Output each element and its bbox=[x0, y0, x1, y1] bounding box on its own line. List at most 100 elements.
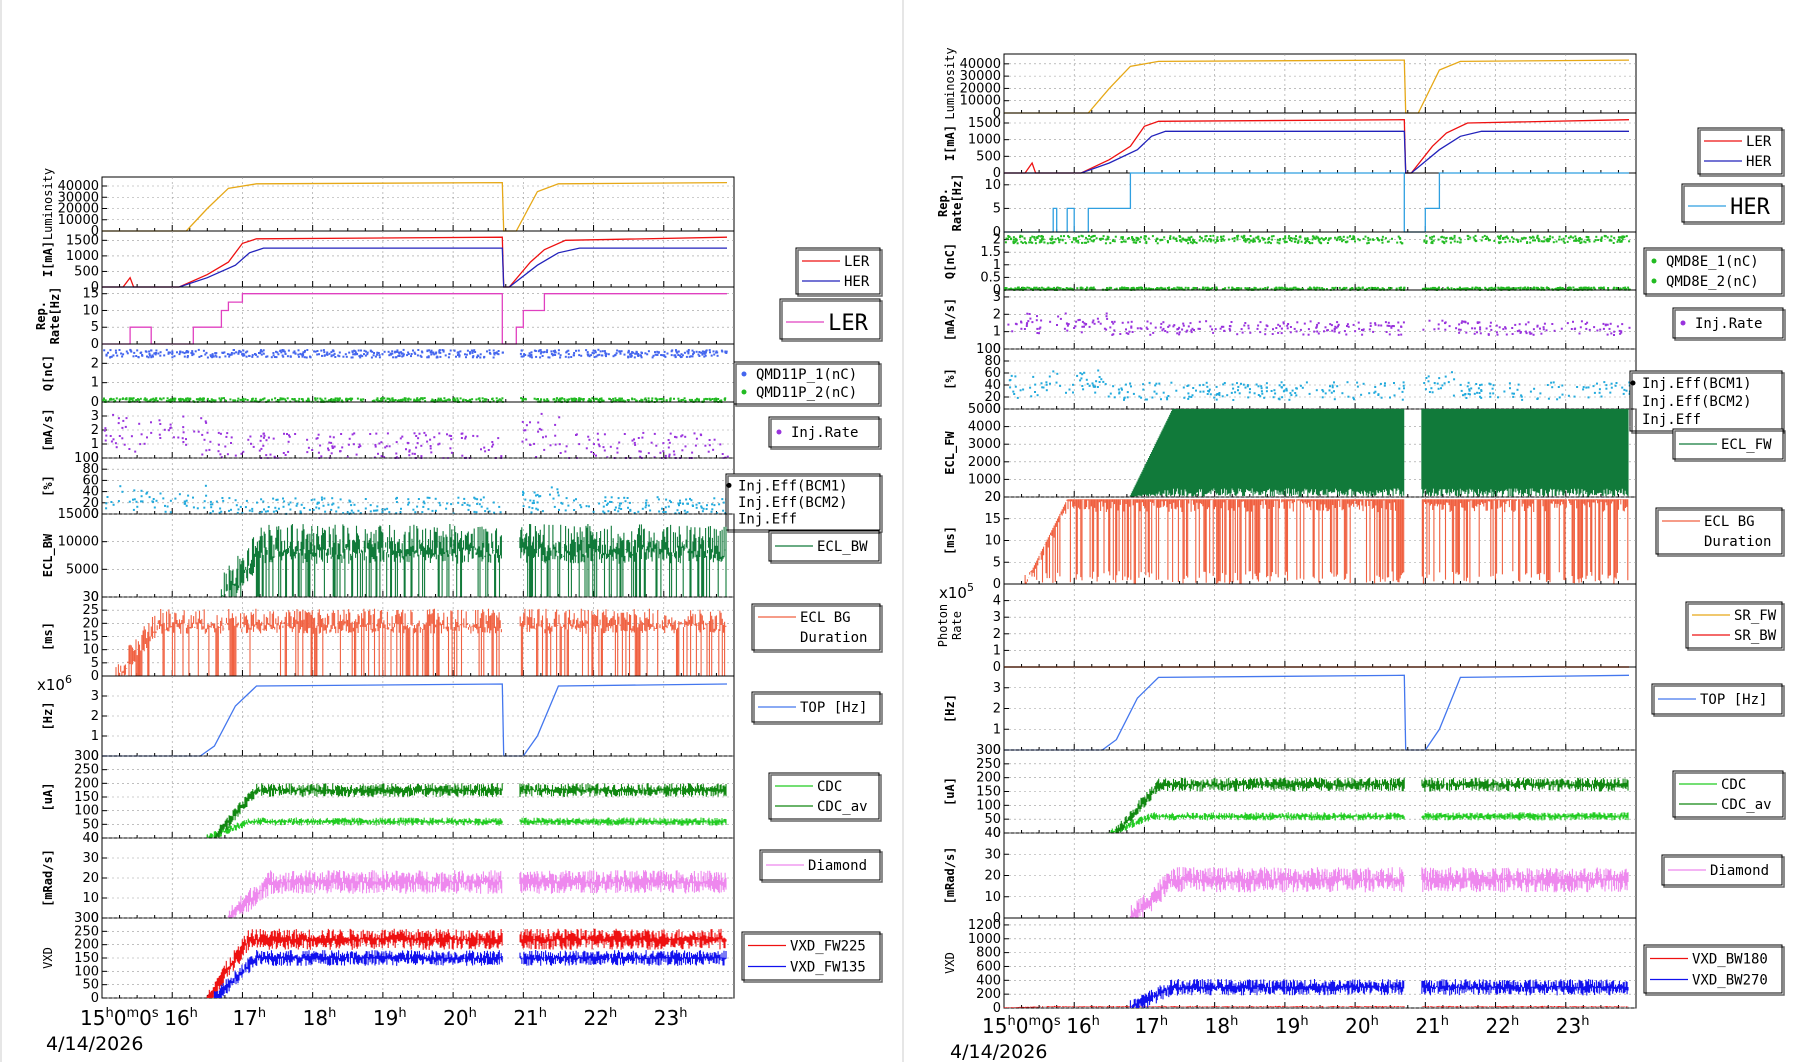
data-point bbox=[1112, 322, 1115, 325]
data-point bbox=[346, 511, 349, 514]
legend-box bbox=[768, 416, 880, 448]
data-point bbox=[1547, 397, 1550, 400]
data-point bbox=[1551, 323, 1554, 325]
data-point bbox=[112, 503, 115, 506]
data-point bbox=[669, 397, 672, 400]
data-point bbox=[1083, 371, 1086, 374]
data-point bbox=[1393, 394, 1396, 397]
data-point bbox=[320, 398, 323, 401]
data-point bbox=[1618, 329, 1621, 332]
data-point bbox=[156, 399, 159, 402]
data-point bbox=[1202, 286, 1205, 289]
data-point bbox=[433, 399, 436, 402]
data-point bbox=[1570, 288, 1573, 291]
data-point bbox=[1123, 396, 1126, 399]
data-point bbox=[1367, 236, 1370, 239]
data-point bbox=[261, 350, 264, 353]
data-point bbox=[1326, 329, 1329, 332]
data-point bbox=[563, 399, 566, 402]
y-tick-label: 100 bbox=[74, 451, 99, 466]
data-point bbox=[1135, 241, 1138, 244]
data-point bbox=[1431, 242, 1434, 245]
data-point bbox=[1247, 324, 1250, 327]
data-point bbox=[1573, 239, 1576, 242]
data-point bbox=[1100, 378, 1103, 381]
data-point bbox=[1307, 328, 1310, 331]
data-point bbox=[328, 352, 331, 355]
data-point bbox=[586, 351, 589, 354]
data-point bbox=[712, 448, 715, 451]
data-point bbox=[716, 354, 719, 357]
data-point bbox=[352, 353, 355, 356]
data-point bbox=[612, 355, 615, 358]
data-point bbox=[1462, 320, 1465, 323]
data-point bbox=[1576, 239, 1579, 242]
data-point bbox=[117, 422, 120, 425]
data-point bbox=[539, 495, 542, 498]
data-point bbox=[280, 398, 283, 401]
data-point bbox=[186, 355, 189, 357]
data-point bbox=[1278, 239, 1281, 242]
data-point bbox=[1598, 391, 1601, 394]
data-point bbox=[430, 400, 433, 403]
data-point bbox=[364, 354, 367, 357]
data-point bbox=[1140, 236, 1142, 239]
data-point bbox=[381, 353, 384, 356]
data-point bbox=[613, 508, 616, 511]
data-point bbox=[215, 500, 218, 503]
data-point bbox=[1580, 241, 1583, 244]
data-point bbox=[1380, 324, 1383, 327]
data-point bbox=[153, 352, 156, 355]
data-point bbox=[1467, 392, 1470, 395]
data-point bbox=[1040, 235, 1043, 238]
data-point bbox=[617, 510, 620, 513]
data-point bbox=[1381, 235, 1384, 238]
data-point bbox=[378, 442, 381, 445]
data-point bbox=[1523, 236, 1526, 239]
data-point bbox=[1551, 386, 1554, 389]
series-trace bbox=[227, 870, 727, 918]
data-point bbox=[720, 399, 723, 402]
data-point bbox=[1216, 393, 1219, 395]
data-point bbox=[1202, 383, 1205, 386]
legend-label: LER bbox=[844, 254, 870, 270]
data-point bbox=[456, 397, 459, 400]
data-point bbox=[1293, 237, 1296, 240]
data-point bbox=[1468, 389, 1471, 392]
y-axis-label: Q[nC] bbox=[943, 243, 957, 279]
y-tick-label: 4000 bbox=[968, 420, 1001, 435]
legend: Inj.Rate bbox=[1672, 307, 1786, 341]
data-point bbox=[377, 400, 380, 403]
data-point bbox=[159, 492, 162, 495]
data-point bbox=[692, 351, 695, 354]
data-point bbox=[464, 353, 466, 356]
data-point bbox=[1144, 398, 1147, 401]
data-point bbox=[417, 399, 420, 402]
data-point bbox=[1192, 240, 1195, 243]
data-point bbox=[701, 352, 704, 355]
data-point bbox=[387, 350, 390, 353]
data-point bbox=[1511, 327, 1514, 329]
data-point bbox=[1035, 319, 1038, 322]
data-point bbox=[1162, 321, 1165, 324]
data-point bbox=[191, 352, 194, 355]
data-point bbox=[680, 353, 683, 356]
y-axis-label: I[mA] bbox=[41, 241, 55, 277]
legend: Inj.Rate bbox=[768, 416, 882, 450]
data-point bbox=[256, 355, 259, 358]
data-point bbox=[159, 397, 162, 400]
y-tick-label: 3 bbox=[91, 689, 99, 704]
data-point bbox=[420, 455, 423, 458]
data-point bbox=[1028, 313, 1031, 315]
data-point bbox=[413, 452, 416, 455]
data-point bbox=[704, 351, 707, 354]
data-point bbox=[575, 498, 577, 501]
data-point bbox=[1357, 238, 1360, 241]
data-point bbox=[1131, 331, 1134, 333]
data-point bbox=[1206, 385, 1209, 388]
data-point bbox=[543, 398, 546, 401]
data-point bbox=[1433, 287, 1436, 290]
data-point bbox=[1490, 328, 1493, 331]
series-line bbox=[1004, 59, 1630, 114]
y-tick-label: 1500 bbox=[968, 116, 1001, 131]
